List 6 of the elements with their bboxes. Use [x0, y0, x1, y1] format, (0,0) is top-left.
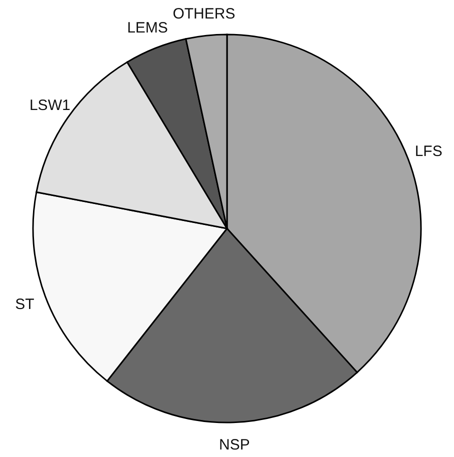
slice-label: NSP [219, 436, 250, 454]
slice-label: OTHERS [172, 6, 236, 23]
slice-label: LSW1 [29, 96, 70, 114]
slice-label: LFS [414, 142, 442, 160]
slice-label: LEMS [127, 20, 168, 37]
slice-label: ST [15, 296, 34, 314]
